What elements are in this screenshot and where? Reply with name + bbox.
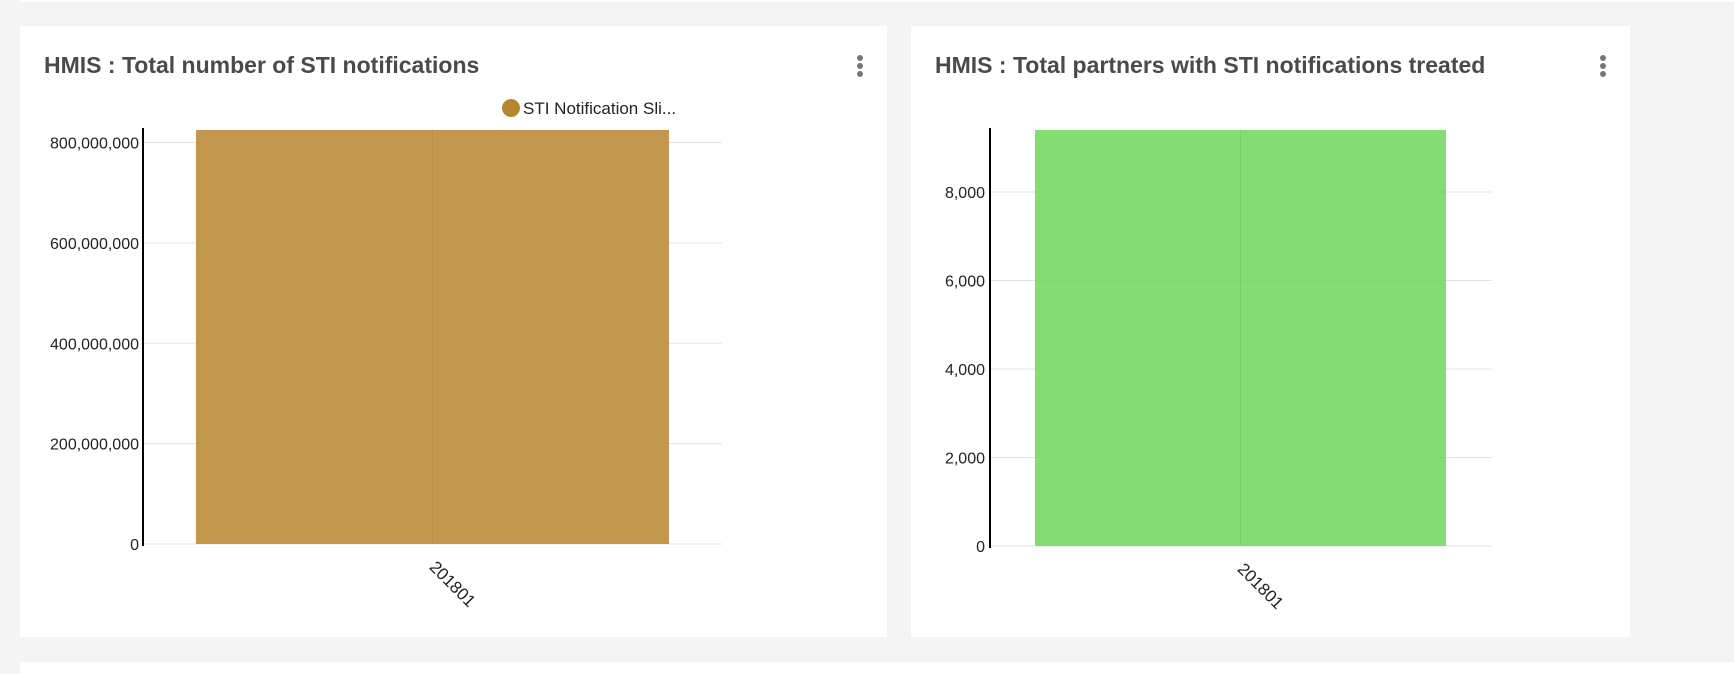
- chart-card-sti-notifications: HMIS : Total number of STI notifications…: [20, 26, 887, 637]
- chart-title: HMIS : Total number of STI notifications: [44, 52, 480, 78]
- chart-card-partners-treated: HMIS : Total partners with STI notificat…: [911, 26, 1630, 637]
- y-tick-label: 8,000: [945, 185, 985, 202]
- legend-marker: [502, 99, 520, 117]
- bar: [196, 130, 669, 544]
- next-card-edge: [20, 662, 1734, 674]
- y-tick-label: 0: [130, 537, 139, 554]
- y-tick-label: 600,000,000: [50, 236, 139, 253]
- y-tick-label: 0: [976, 539, 985, 556]
- y-tick-label: 200,000,000: [50, 437, 139, 454]
- top-strip: [20, 0, 1734, 2]
- y-tick-label: 800,000,000: [50, 136, 139, 153]
- chart-plot: 0 2,000 4,000 6,000 8,000 201801: [945, 128, 1492, 613]
- chart-plot: 0 200,000,000 400,000,000 600,000,000 800,00…: [50, 99, 722, 611]
- y-tick-label: 2,000: [945, 450, 985, 467]
- y-tick-label: 400,000,000: [50, 336, 139, 353]
- more-options-icon[interactable]: [849, 50, 871, 82]
- chart-title: HMIS : Total partners with STI notificat…: [935, 52, 1486, 78]
- more-options-icon[interactable]: [1592, 50, 1614, 82]
- y-tick-label: 4,000: [945, 362, 985, 379]
- x-tick-label: 201801: [1234, 559, 1288, 613]
- bar: [1035, 130, 1446, 546]
- x-tick-label: 201801: [426, 557, 480, 611]
- legend-label: STI Notification Sli...: [523, 99, 676, 118]
- y-tick-label: 6,000: [945, 273, 985, 290]
